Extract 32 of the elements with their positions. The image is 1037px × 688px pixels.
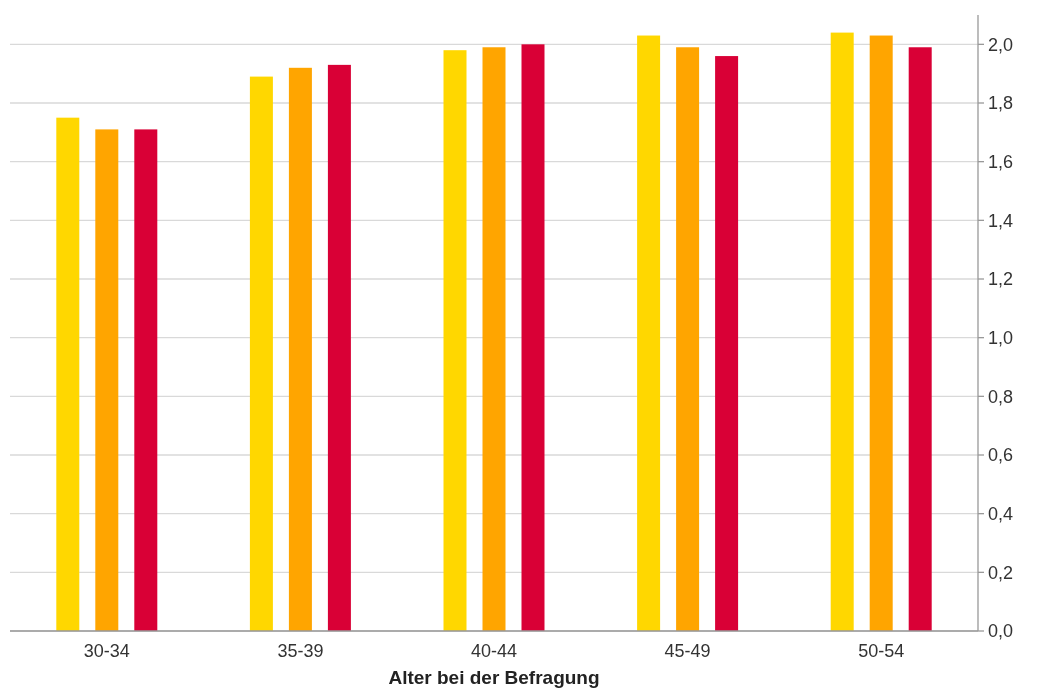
y-tick-label: 0,8	[988, 386, 1014, 407]
y-tick-label: 1,2	[988, 269, 1014, 290]
bar	[676, 47, 700, 631]
y-tick-label: 1,0	[988, 327, 1014, 348]
x-tick-label: 45-49	[664, 641, 711, 661]
bar	[95, 129, 119, 631]
x-axis-title: Alter bei der Befragung	[388, 667, 600, 688]
y-tick-label: 0,6	[988, 445, 1014, 466]
bar	[830, 32, 854, 631]
x-tick-label: 50-54	[858, 641, 905, 661]
bar	[288, 67, 312, 631]
bar	[521, 44, 545, 631]
bar	[908, 47, 932, 631]
y-tick-label: 1,6	[988, 151, 1014, 172]
x-tick-label: 40-44	[470, 641, 518, 661]
bar	[869, 35, 893, 631]
y-tick-label: 0,2	[988, 562, 1014, 583]
bar	[56, 117, 80, 631]
y-tick-label: 0,0	[988, 621, 1014, 642]
bar	[249, 76, 273, 631]
bar	[637, 35, 661, 631]
bar	[715, 56, 739, 631]
bar	[482, 47, 506, 631]
y-tick-label: 0,4	[988, 503, 1014, 524]
x-tick-label: 35-39	[277, 641, 324, 661]
x-tick-label: 30-34	[83, 641, 130, 661]
y-tick-label: 2,0	[988, 34, 1014, 55]
bar	[443, 50, 467, 631]
y-tick-label: 1,4	[988, 210, 1014, 231]
bar	[134, 129, 158, 631]
y-tick-label: 1,8	[988, 93, 1014, 114]
bar	[327, 64, 351, 631]
